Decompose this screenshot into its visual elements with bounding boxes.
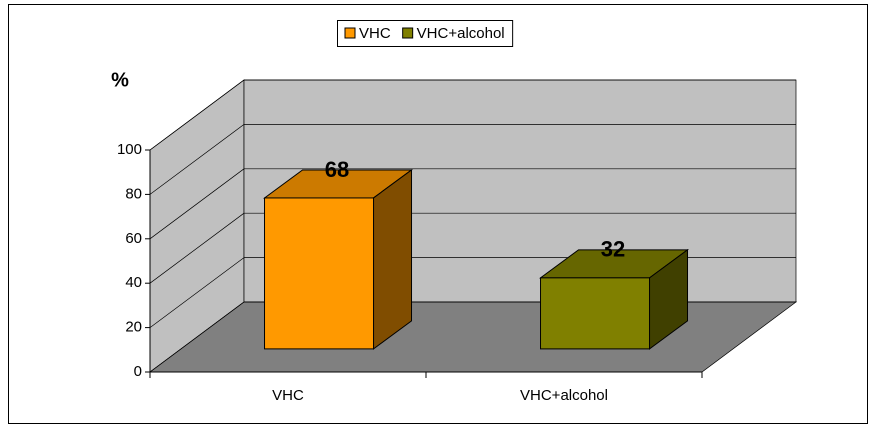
grid-line	[149, 168, 245, 240]
grid-line	[149, 212, 245, 284]
grid-line	[149, 124, 245, 195]
y-tick-label: 20	[125, 319, 142, 336]
bar-side	[373, 168, 413, 350]
grid-line	[149, 79, 245, 151]
floor	[148, 301, 798, 373]
legend-label: VHC	[359, 25, 391, 42]
grid-line	[149, 257, 245, 328]
bar	[540, 277, 651, 350]
legend-box	[337, 20, 514, 47]
x-tick-label: VHC+alcohol	[520, 387, 608, 404]
y-tick-label: 40	[125, 274, 142, 291]
grid-line	[149, 301, 245, 373]
data-label: 32	[601, 237, 625, 262]
legend-swatch	[402, 27, 414, 39]
y-axis-label: %	[111, 69, 129, 91]
y-tick-label: 60	[125, 230, 142, 247]
data-label: 68	[325, 157, 349, 182]
bar	[264, 197, 375, 350]
legend-swatch	[344, 27, 356, 39]
y-tick-label: 100	[117, 141, 142, 158]
legend: VHC VHC+alcohol	[337, 20, 514, 47]
y-tick-label: 0	[134, 363, 142, 380]
y-tick-label: 80	[125, 185, 142, 202]
legend-label: VHC+alcohol	[417, 25, 505, 42]
x-tick-label: VHC	[272, 387, 304, 404]
